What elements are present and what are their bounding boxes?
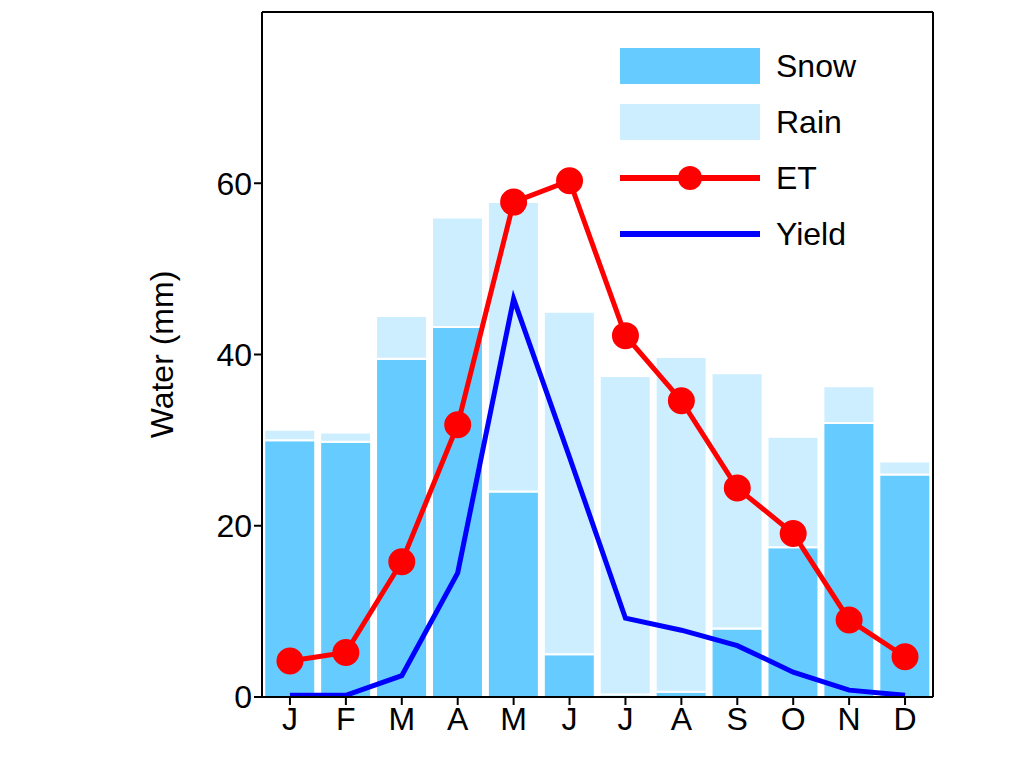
svg-text:Water (mm): Water (mm) [144,271,180,439]
svg-text:D: D [893,701,916,737]
svg-text:N: N [838,701,861,737]
svg-text:O: O [781,701,806,737]
svg-text:F: F [336,701,356,737]
svg-text:J: J [282,701,298,737]
html-text:Snow: Snow [776,47,856,84]
html-text:ET: ET [776,159,817,196]
svg-text:60: 60 [216,166,252,202]
svg-text:J: J [562,701,578,737]
svg-text:A: A [447,701,469,737]
html-text:Rain: Rain [776,103,842,140]
svg-text:0: 0 [234,679,252,715]
svg-text:S: S [727,701,748,737]
html-text:Yield: Yield [776,215,846,252]
svg-text:M: M [388,701,415,737]
svg-text:20: 20 [216,508,252,544]
svg-text:M: M [500,701,527,737]
svg-text:J: J [617,701,633,737]
svg-text:A: A [671,701,693,737]
svg-text:40: 40 [216,337,252,373]
